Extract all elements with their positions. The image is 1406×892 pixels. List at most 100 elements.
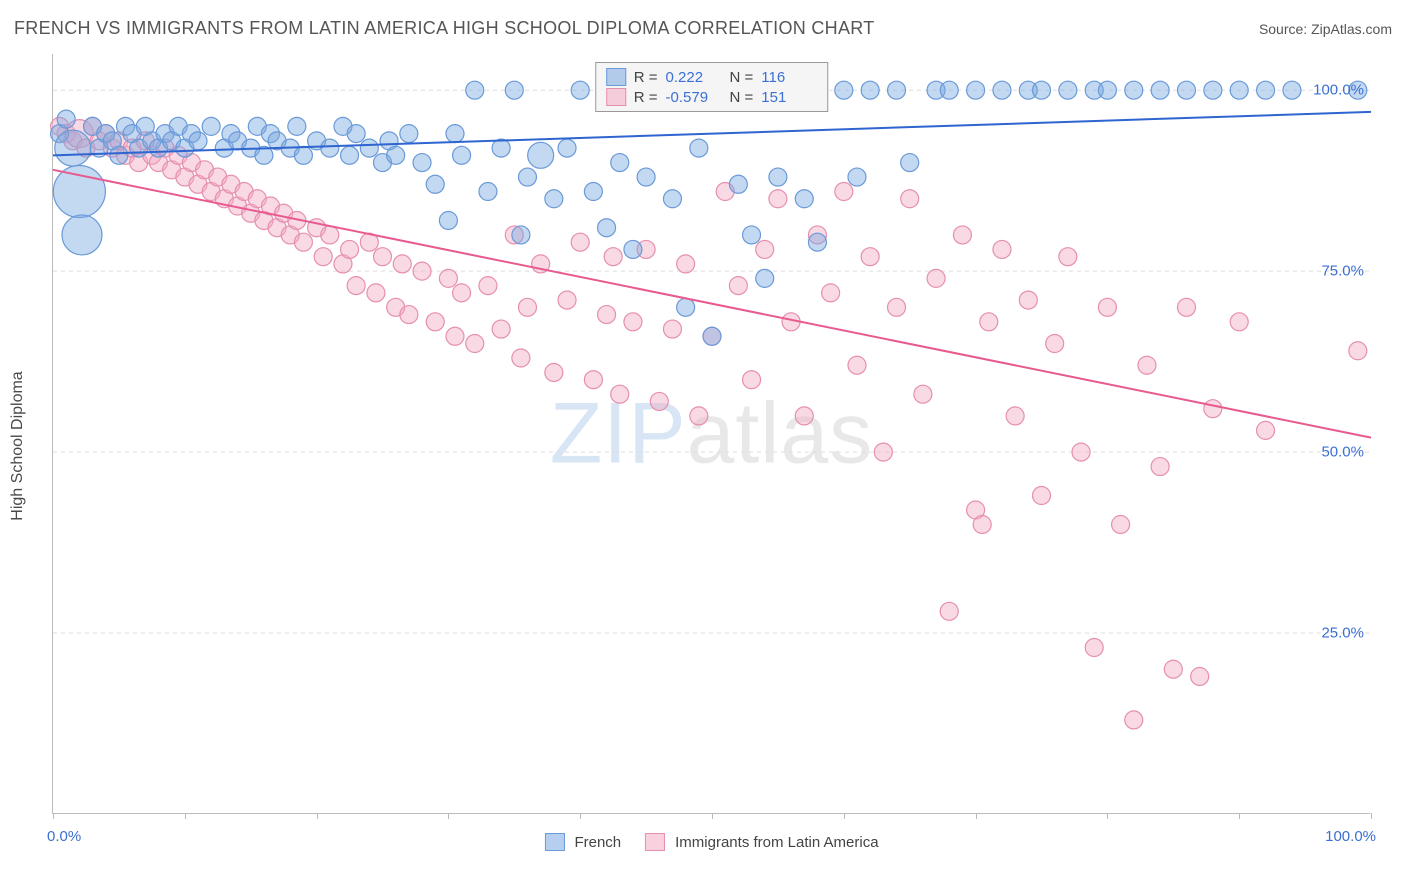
scatter-point-french xyxy=(1177,81,1195,99)
scatter-point-french xyxy=(400,125,418,143)
scatter-point-latin xyxy=(901,190,919,208)
scatter-point-french xyxy=(1151,81,1169,99)
legend-r-value: 0.222 xyxy=(666,69,722,86)
scatter-point-latin xyxy=(545,363,563,381)
scatter-point-french xyxy=(446,125,464,143)
scatter-point-french xyxy=(756,269,774,287)
scatter-point-latin xyxy=(518,298,536,316)
scatter-point-french xyxy=(545,190,563,208)
scatter-point-latin xyxy=(624,313,642,331)
scatter-point-latin xyxy=(1164,660,1182,678)
series-legend-label: Immigrants from Latin America xyxy=(675,834,878,851)
scatter-point-latin xyxy=(321,226,339,244)
scatter-point-latin xyxy=(1257,421,1275,439)
scatter-point-french xyxy=(584,183,602,201)
legend-n-value: 151 xyxy=(761,89,817,106)
x-tick xyxy=(317,813,318,819)
scatter-point-latin xyxy=(611,385,629,403)
scatter-point-french xyxy=(795,190,813,208)
scatter-point-latin xyxy=(743,371,761,389)
x-tick xyxy=(1371,813,1372,819)
series-legend-label: French xyxy=(574,834,621,851)
scatter-point-french xyxy=(453,146,471,164)
scatter-point-french xyxy=(729,175,747,193)
scatter-point-french xyxy=(57,110,75,128)
y-tick-label: 50.0% xyxy=(1321,444,1364,461)
scatter-point-french xyxy=(940,81,958,99)
scatter-point-french xyxy=(505,81,523,99)
scatter-point-latin xyxy=(1059,248,1077,266)
scatter-point-french xyxy=(861,81,879,99)
scatter-point-french xyxy=(439,211,457,229)
scatter-point-latin xyxy=(953,226,971,244)
scatter-point-french xyxy=(769,168,787,186)
scatter-point-french xyxy=(1257,81,1275,99)
legend-r-label: R = xyxy=(634,69,658,86)
scatter-point-latin xyxy=(677,255,695,273)
x-tick xyxy=(185,813,186,819)
scatter-point-latin xyxy=(729,277,747,295)
scatter-point-latin xyxy=(795,407,813,425)
legend-swatch xyxy=(544,833,564,851)
scatter-point-french xyxy=(1230,81,1248,99)
scatter-point-latin xyxy=(558,291,576,309)
scatter-point-latin xyxy=(341,240,359,258)
scatter-point-french xyxy=(571,81,589,99)
scatter-point-french xyxy=(1059,81,1077,99)
scatter-point-latin xyxy=(1098,298,1116,316)
scatter-point-french xyxy=(110,146,128,164)
y-tick-label: 100.0% xyxy=(1313,82,1364,99)
x-tick xyxy=(1239,813,1240,819)
stats-legend: R =0.222N =116R =-0.579N =151 xyxy=(595,62,829,112)
scatter-point-latin xyxy=(980,313,998,331)
trend-line-french xyxy=(53,112,1371,155)
scatter-point-french xyxy=(492,139,510,157)
scatter-point-french xyxy=(53,166,105,218)
scatter-point-french xyxy=(743,226,761,244)
scatter-point-latin xyxy=(294,233,312,251)
scatter-point-latin xyxy=(1006,407,1024,425)
legend-n-label: N = xyxy=(730,69,754,86)
scatter-point-french xyxy=(202,117,220,135)
scatter-point-latin xyxy=(1125,711,1143,729)
scatter-point-latin xyxy=(927,269,945,287)
scatter-point-latin xyxy=(1177,298,1195,316)
scatter-point-latin xyxy=(1112,515,1130,533)
scatter-point-french xyxy=(598,219,616,237)
x-tick xyxy=(448,813,449,819)
scatter-point-latin xyxy=(848,356,866,374)
scatter-point-latin xyxy=(888,298,906,316)
scatter-point-french xyxy=(808,233,826,251)
scatter-point-latin xyxy=(1085,639,1103,657)
chart-title: FRENCH VS IMMIGRANTS FROM LATIN AMERICA … xyxy=(14,18,875,39)
series-legend: French Immigrants from Latin America xyxy=(544,833,878,851)
legend-swatch xyxy=(606,88,626,106)
scatter-point-french xyxy=(993,81,1011,99)
scatter-point-latin xyxy=(374,248,392,266)
scatter-point-french xyxy=(512,226,530,244)
x-tick xyxy=(712,813,713,819)
scatter-point-french xyxy=(413,154,431,172)
scatter-point-french xyxy=(637,168,655,186)
scatter-point-latin xyxy=(769,190,787,208)
scatter-point-latin xyxy=(874,443,892,461)
scatter-point-latin xyxy=(822,284,840,302)
scatter-point-french xyxy=(1283,81,1301,99)
scatter-point-latin xyxy=(690,407,708,425)
y-tick-label: 25.0% xyxy=(1321,625,1364,642)
scatter-point-latin xyxy=(663,320,681,338)
scatter-point-french xyxy=(690,139,708,157)
chart-header: FRENCH VS IMMIGRANTS FROM LATIN AMERICA … xyxy=(14,18,1392,39)
scatter-point-french xyxy=(62,215,102,255)
series-legend-item: Immigrants from Latin America xyxy=(645,833,878,851)
scatter-point-french xyxy=(1033,81,1051,99)
scatter-point-french xyxy=(967,81,985,99)
legend-r-value: -0.579 xyxy=(666,89,722,106)
legend-swatch xyxy=(606,68,626,86)
x-tick xyxy=(1107,813,1108,819)
scatter-point-french xyxy=(341,146,359,164)
x-tick xyxy=(844,813,845,819)
x-tick xyxy=(976,813,977,819)
legend-n-label: N = xyxy=(730,89,754,106)
scatter-point-french xyxy=(663,190,681,208)
